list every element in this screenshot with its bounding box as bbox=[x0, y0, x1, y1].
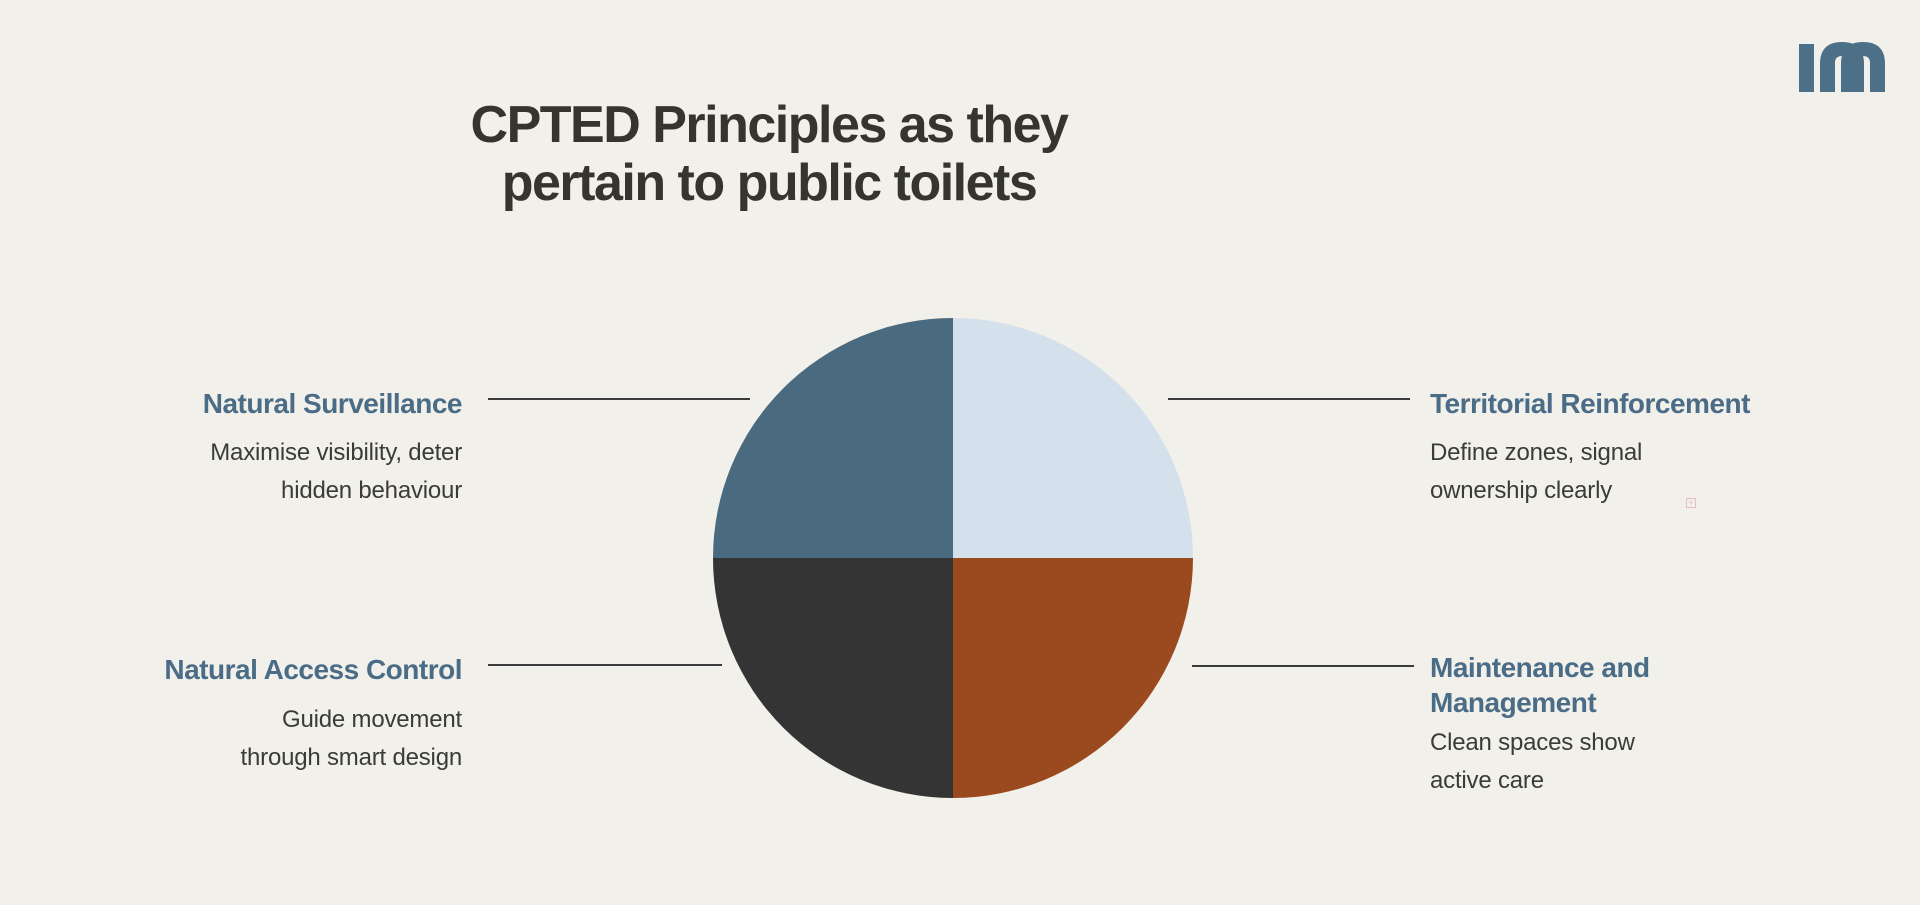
callout-title-line: Management bbox=[1430, 687, 1597, 718]
connector-line-bottom-right bbox=[1192, 665, 1414, 667]
callout-title-natural-access-control: Natural Access Control bbox=[164, 654, 462, 685]
brand-m-logo-icon bbox=[1799, 42, 1885, 92]
callout-title-line: Maintenance and bbox=[1430, 652, 1650, 683]
connector-line-top-right bbox=[1168, 398, 1410, 400]
callout-desc-natural-access-control: Guide movement through smart design bbox=[240, 701, 463, 777]
connector-line-bottom-left bbox=[488, 664, 722, 666]
callout-desc-line: Define zones, signal bbox=[1430, 439, 1643, 466]
callout-desc-natural-surveillance: Maximise visibility, deter hidden behavi… bbox=[210, 434, 462, 510]
callout-desc-line: Clean spaces show bbox=[1430, 729, 1635, 756]
callout-desc-maintenance-management: Clean spaces show active care bbox=[1430, 724, 1635, 800]
pie-segment-maintenance-management bbox=[953, 558, 1193, 798]
callout-desc-line: Maximise visibility, deter bbox=[210, 439, 462, 466]
callout-desc-line: through smart design bbox=[240, 744, 463, 771]
logo-left-bar bbox=[1799, 44, 1814, 92]
callout-desc-line: Guide movement bbox=[282, 706, 462, 733]
cpted-pie-chart bbox=[713, 318, 1193, 798]
callout-title-territorial-reinforcement: Territorial Reinforcement bbox=[1430, 388, 1750, 419]
callout-title-maintenance-management: Maintenance and Management bbox=[1430, 650, 1650, 720]
callout-desc-territorial-reinforcement: Define zones, signal ownership clearly bbox=[1430, 434, 1642, 510]
connector-line-top-left bbox=[488, 398, 750, 400]
pie-segment-territorial-reinforcement bbox=[953, 318, 1193, 558]
page-title-line2: pertain to public toilets bbox=[501, 154, 1038, 212]
pie-segment-natural-access-control bbox=[713, 558, 953, 798]
pie-segment-natural-surveillance bbox=[713, 318, 953, 558]
callout-desc-line: ownership clearly bbox=[1430, 477, 1613, 504]
page-title-line1: CPTED Principles as they bbox=[470, 96, 1069, 154]
page-title: CPTED Principles as they pertain to publ… bbox=[369, 96, 1169, 212]
logo-arch-right bbox=[1841, 42, 1885, 92]
callout-title-natural-surveillance: Natural Surveillance bbox=[202, 388, 463, 419]
pink-artifact-mark-icon: + bbox=[1686, 498, 1696, 508]
callout-desc-line: hidden behaviour bbox=[281, 477, 462, 504]
callout-desc-line: active care bbox=[1430, 767, 1544, 794]
